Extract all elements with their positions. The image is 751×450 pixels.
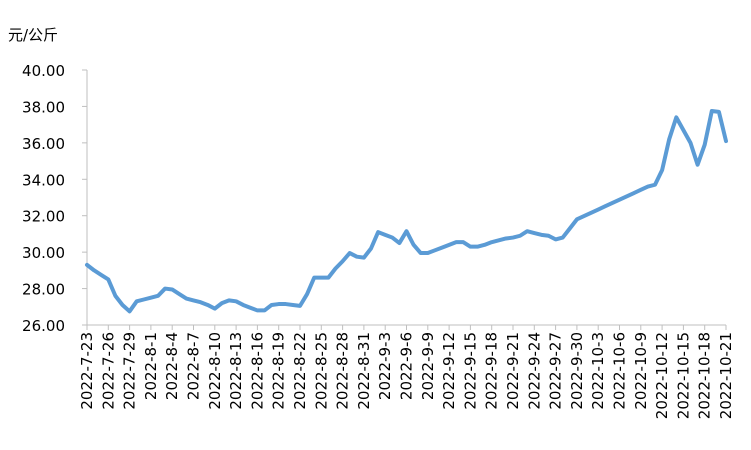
- x-tick-label: 2022-8-16: [248, 332, 266, 410]
- y-tick-label: 40.00: [22, 62, 65, 80]
- x-tick-label: 2022-7-29: [121, 332, 139, 410]
- x-tick-label: 2022-8-19: [270, 332, 288, 410]
- x-tick-label: 2022-9-27: [547, 332, 565, 410]
- x-tick-label: 2022-10-6: [611, 332, 629, 410]
- x-tick-label: 2022-9-18: [483, 332, 501, 410]
- x-tick-label: 2022-10-12: [653, 332, 671, 419]
- x-tick-label: 2022-7-23: [78, 332, 96, 410]
- x-tick-label: 2022-8-25: [312, 332, 330, 410]
- y-tick-label: 30.00: [22, 244, 65, 262]
- x-tick-label: 2022-10-9: [632, 332, 650, 410]
- y-tick-label: 32.00: [22, 208, 65, 226]
- x-tick-label: 2022-10-18: [696, 332, 714, 419]
- x-tick-label: 2022-8-31: [355, 332, 373, 410]
- x-tick-label: 2022-9-15: [461, 332, 479, 410]
- data-line: [85, 108, 728, 314]
- x-tick-label: 2022-9-6: [398, 332, 416, 400]
- x-tick-label: 2022-9-21: [504, 332, 522, 410]
- x-tick-label: 2022-10-3: [589, 332, 607, 410]
- x-tick-label: 2022-10-21: [717, 332, 735, 419]
- x-tick-label: 2022-9-9: [419, 332, 437, 400]
- y-tick-label: 36.00: [22, 135, 65, 153]
- x-tick-label: 2022-10-15: [674, 332, 692, 419]
- y-axis-label: 元/公斤: [8, 26, 58, 44]
- y-tick-label: 26.00: [22, 317, 65, 335]
- x-tick-label: 2022-8-28: [334, 332, 352, 410]
- x-tick-label: 2022-9-12: [440, 332, 458, 410]
- x-tick-label: 2022-8-22: [291, 332, 309, 410]
- x-tick-label: 2022-9-24: [525, 332, 543, 410]
- x-tick-label: 2022-9-30: [568, 332, 586, 410]
- x-tick-label: 2022-8-7: [185, 332, 203, 400]
- x-tick-label: 2022-8-1: [142, 332, 160, 400]
- x-tick-label: 2022-8-4: [163, 332, 181, 400]
- x-tick-label: 2022-9-3: [376, 332, 394, 400]
- x-tick-label: 2022-7-26: [99, 332, 117, 410]
- x-tick-label: 2022-8-10: [206, 332, 224, 410]
- x-tick-label: 2022-8-13: [227, 332, 245, 410]
- y-tick-label: 34.00: [22, 171, 65, 189]
- y-tick-label: 38.00: [22, 98, 65, 116]
- y-tick-label: 28.00: [22, 281, 65, 299]
